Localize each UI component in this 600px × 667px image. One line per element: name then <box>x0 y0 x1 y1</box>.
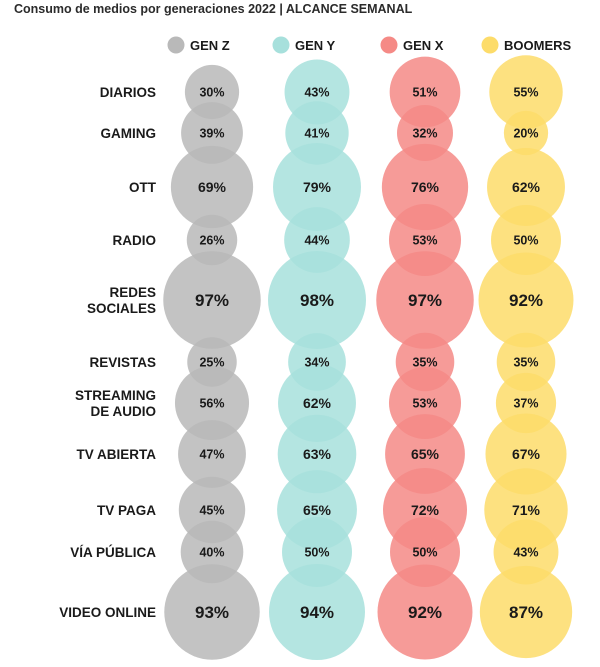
bubble-gen-y-ott <box>273 143 361 231</box>
bubble-gen-y-video-online <box>269 564 365 660</box>
value-label-gen-z-tv-abierta: 47% <box>199 448 224 462</box>
bubble-boomers-ott <box>487 148 565 226</box>
value-label-gen-y-revistas: 34% <box>304 356 329 370</box>
bubble-gen-z-gaming <box>181 102 243 164</box>
value-label-gen-y-streaming-de-audio: 62% <box>303 395 332 411</box>
category-label-streaming-de-audio: STREAMING DE AUDIO <box>75 388 156 419</box>
legend-marker-gen-z <box>167 36 185 54</box>
bubble-gen-z-redes-sociales <box>163 251 261 349</box>
category-label-redes-sociales: REDES SOCIALES <box>87 285 156 316</box>
value-label-gen-y-via-publica: 50% <box>304 546 329 560</box>
value-label-gen-x-tv-paga: 72% <box>411 502 440 518</box>
value-label-gen-y-redes-sociales: 98% <box>300 291 334 310</box>
bubble-boomers-redes-sociales <box>478 252 574 348</box>
bubble-gen-z-ott <box>170 145 254 229</box>
bubble-boomers-via-publica <box>493 519 559 585</box>
value-label-gen-z-via-publica: 40% <box>199 546 224 560</box>
value-label-gen-x-video-online: 92% <box>408 603 442 622</box>
value-label-gen-y-radio: 44% <box>304 234 329 248</box>
legend-marker-gen-y <box>272 36 290 54</box>
legend-marker-boomers <box>481 36 499 54</box>
category-label-ott: OTT <box>129 180 157 195</box>
bubble-gen-z-tv-abierta <box>178 420 246 488</box>
legend-label-boomers: BOOMERS <box>504 38 572 53</box>
value-label-boomers-redes-sociales: 92% <box>509 291 543 310</box>
category-label-via-publica: VÍA PÚBLICA <box>70 545 156 560</box>
series-gen-x <box>376 56 474 660</box>
value-label-gen-x-ott: 76% <box>411 179 440 195</box>
value-label-gen-x-via-publica: 50% <box>412 546 437 560</box>
legend-label-gen-y: GEN Y <box>295 38 336 53</box>
bubble-gen-x-ott <box>381 143 469 231</box>
value-label-gen-y-tv-paga: 65% <box>303 502 332 518</box>
value-label-gen-z-radio: 26% <box>199 234 224 248</box>
value-label-gen-x-gaming: 32% <box>412 127 437 141</box>
category-label-revistas: REVISTAS <box>89 355 156 370</box>
value-label-gen-x-radio: 53% <box>412 234 437 248</box>
value-label-gen-x-redes-sociales: 97% <box>408 291 442 310</box>
bubble-boomers-diarios <box>489 55 563 129</box>
value-label-gen-y-gaming: 41% <box>304 127 329 141</box>
value-label-boomers-tv-paga: 71% <box>512 502 541 518</box>
value-label-gen-y-tv-abierta: 63% <box>303 446 332 462</box>
chart-title: Consumo de medios por generaciones 2022 … <box>14 2 413 16</box>
value-label-boomers-via-publica: 43% <box>513 546 538 560</box>
value-label-gen-y-video-online: 94% <box>300 603 334 622</box>
value-label-boomers-ott: 62% <box>512 179 541 195</box>
value-label-gen-z-streaming-de-audio: 56% <box>199 397 224 411</box>
value-label-boomers-gaming: 20% <box>513 127 538 141</box>
category-label-radio: RADIO <box>113 233 157 248</box>
value-label-gen-x-tv-abierta: 65% <box>411 446 440 462</box>
bubble-boomers-gaming <box>503 110 549 156</box>
series-gen-y <box>268 59 366 660</box>
category-label-tv-abierta: TV ABIERTA <box>77 447 157 462</box>
value-label-gen-z-tv-paga: 45% <box>199 504 224 518</box>
value-label-boomers-radio: 50% <box>513 234 538 248</box>
legend-label-gen-x: GEN X <box>403 38 444 53</box>
value-label-gen-z-revistas: 25% <box>199 356 224 370</box>
series-gen-z <box>163 64 261 660</box>
legend: GEN Z GEN Y GEN X BOOMERS <box>167 36 572 54</box>
value-label-gen-z-redes-sociales: 97% <box>195 291 229 310</box>
value-label-gen-y-diarios: 43% <box>304 86 329 100</box>
value-label-gen-y-ott: 79% <box>303 179 332 195</box>
category-label-gaming: GAMING <box>101 126 157 141</box>
value-label-gen-x-revistas: 35% <box>412 356 437 370</box>
bubble-gen-z-radio <box>186 214 238 266</box>
bubble-gen-x-diarios <box>389 56 461 128</box>
value-label-gen-z-ott: 69% <box>198 179 227 195</box>
category-label-diarios: DIARIOS <box>100 85 156 100</box>
value-label-boomers-diarios: 55% <box>513 86 538 100</box>
category-label-video-online: VIDEO ONLINE <box>59 605 156 620</box>
value-label-gen-x-diarios: 51% <box>412 86 437 100</box>
value-label-boomers-revistas: 35% <box>513 356 538 370</box>
value-label-gen-z-diarios: 30% <box>199 86 224 100</box>
legend-label-gen-z: GEN Z <box>190 38 230 53</box>
value-label-boomers-streaming-de-audio: 37% <box>513 397 538 411</box>
bubbles <box>163 55 574 660</box>
category-labels: DIARIOS GAMING OTT RADIO REDES SOCIALES REVIST… <box>59 85 157 620</box>
category-label-tv-paga: TV PAGA <box>97 503 156 518</box>
value-label-boomers-video-online: 87% <box>509 603 543 622</box>
series-boomers <box>478 55 574 659</box>
bubble-gen-y-redes-sociales <box>268 251 366 349</box>
bubble-boomers-video-online <box>479 565 573 659</box>
value-label-gen-z-video-online: 93% <box>195 603 229 622</box>
bubble-gen-y-tv-abierta <box>277 414 357 494</box>
bubble-gen-z-video-online <box>164 564 260 660</box>
bubble-gen-x-video-online <box>377 564 473 660</box>
value-label-boomers-tv-abierta: 67% <box>512 446 541 462</box>
value-labels: 30% 39% 69% 26% 97% 25% 56% 47% 45% 40% 93% 43% 41% 7… <box>195 86 543 623</box>
bubble-boomers-revistas <box>496 332 556 392</box>
value-label-gen-x-streaming-de-audio: 53% <box>412 397 437 411</box>
bubble-gen-z-streaming-de-audio <box>174 365 250 441</box>
legend-marker-gen-x <box>380 36 398 54</box>
bubble-gen-x-redes-sociales <box>376 251 474 349</box>
value-label-gen-z-gaming: 39% <box>199 127 224 141</box>
